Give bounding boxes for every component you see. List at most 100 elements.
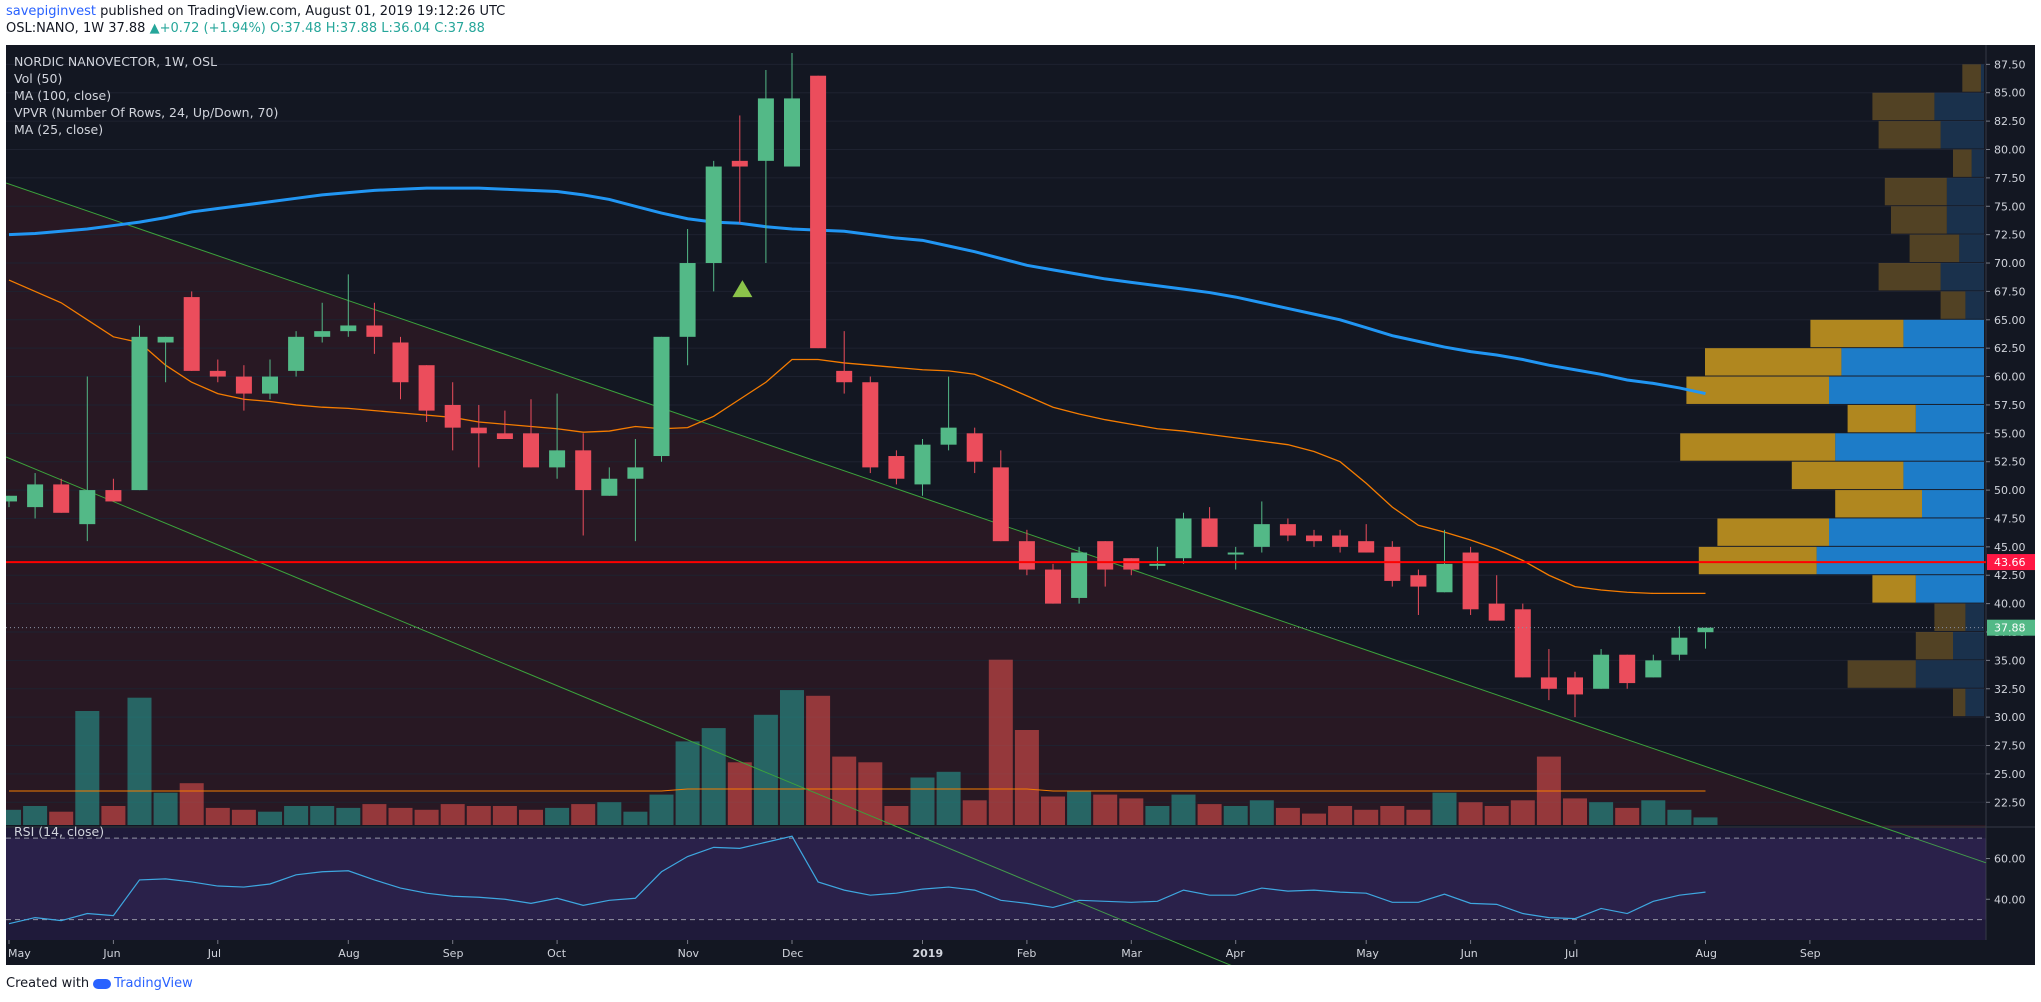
volume-bar <box>205 807 230 825</box>
candle-body <box>157 336 174 343</box>
time-tick-label: Jul <box>1564 947 1578 960</box>
footer: Created with TradingView <box>6 976 193 991</box>
volume-bar <box>936 771 961 825</box>
vpvr-up-bar <box>1915 632 1953 660</box>
candle-body <box>1671 637 1688 655</box>
candle-body <box>731 160 748 167</box>
vpvr-up-bar <box>1953 149 1972 177</box>
volume-bar <box>414 809 439 825</box>
volume-bar <box>258 811 282 825</box>
candle-body <box>366 325 383 337</box>
volume-bar <box>1197 804 1222 825</box>
candle-body <box>1697 627 1714 633</box>
legend-ma100[interactable]: MA (100, close) <box>14 88 112 103</box>
candle-body <box>27 484 44 508</box>
rsi-pane-bg <box>6 828 1986 940</box>
vpvr-up-bar <box>1847 404 1916 433</box>
time-tick-label: Sep <box>1800 947 1821 960</box>
volume-bar <box>753 714 778 825</box>
volume-bar <box>1302 813 1326 825</box>
candle-body <box>1514 609 1531 678</box>
up-arrow-icon: ▲ <box>149 21 160 36</box>
vpvr-down-bar <box>1829 518 1984 546</box>
vpvr-down-bar <box>1980 64 1984 92</box>
candle-body <box>1201 518 1218 547</box>
candle-body <box>1045 569 1061 604</box>
time-tick-label: Oct <box>547 947 567 960</box>
candle-body <box>444 404 461 428</box>
volume-bar <box>1380 806 1405 825</box>
time-tick-label: Jun <box>102 947 120 960</box>
tradingview-logo[interactable]: TradingView <box>93 976 193 991</box>
candle-body <box>601 478 618 496</box>
volume-bar <box>858 762 883 825</box>
price-tick-label: 40.00 <box>1994 598 2026 611</box>
legend-rsi[interactable]: RSI (14, close) <box>14 824 105 839</box>
chart-svg[interactable]: 87.50 85.00 82.50 80.00 77.50 75.00 72.50 70.00… <box>6 45 2035 965</box>
volume-bar <box>179 783 204 825</box>
volume-bar <box>571 804 596 825</box>
time-tick-label: May <box>8 947 31 960</box>
vpvr-down-bar <box>1965 688 1984 717</box>
volume-bar <box>910 777 935 825</box>
candle-body <box>1593 654 1610 689</box>
volume-bar <box>388 807 413 825</box>
volume-bar <box>1328 806 1353 825</box>
candle-body <box>392 342 409 383</box>
candle-body <box>575 450 592 491</box>
price-tick-label: 47.50 <box>1994 512 2026 525</box>
chart-pane[interactable]: 87.50 85.00 82.50 80.00 77.50 75.00 72.50 70.00… <box>6 45 2035 965</box>
candle-body <box>6 495 17 502</box>
candle-body <box>757 98 774 161</box>
legend-vpvr[interactable]: VPVR (Number Of Rows, 24, Up/Down, 70) <box>14 105 279 120</box>
volume-bar <box>101 806 126 825</box>
candle-body <box>679 263 696 337</box>
price-tick-label: 30.00 <box>1994 711 2026 724</box>
vpvr-up-bar <box>1872 575 1916 603</box>
candle-body <box>1645 660 1662 678</box>
candle-body <box>1097 541 1114 570</box>
price-tick-label: 32.50 <box>1994 683 2026 696</box>
rsi-tick-label: 60.00 <box>1994 853 2026 866</box>
candle-body <box>1175 518 1192 559</box>
volume-bar <box>1510 800 1535 825</box>
volume-bar <box>1249 800 1274 825</box>
volume-bar <box>675 741 700 825</box>
vpvr-down-bar <box>1922 490 1984 518</box>
candle-body <box>1358 541 1375 553</box>
volume-bar <box>1119 798 1144 825</box>
volume-bar <box>1589 802 1614 825</box>
vpvr-up-bar <box>1810 319 1904 348</box>
candle-body <box>1540 677 1557 689</box>
publisher-name[interactable]: savepiginvest <box>6 4 96 19</box>
volume-bar <box>1171 794 1196 825</box>
volume-bar <box>492 806 517 825</box>
candle-body <box>496 433 513 439</box>
volume-bar <box>1067 790 1092 825</box>
volume-bar <box>23 806 48 825</box>
level-price-label: 43.66 <box>1994 556 2026 569</box>
price-tick-label: 42.50 <box>1994 569 2026 582</box>
symbol-label: OSL:NANO, 1W <box>6 21 105 36</box>
vpvr-up-bar <box>1791 461 1904 490</box>
vpvr-down-bar <box>1940 121 1984 149</box>
vpvr-down-bar <box>1965 603 1984 631</box>
last-price-badge <box>1987 619 2035 636</box>
legend-vol[interactable]: Vol (50) <box>14 71 63 86</box>
vpvr-up-bar <box>1872 92 1935 121</box>
price-tick-label: 65.00 <box>1994 314 2026 327</box>
price-tick-label: 22.50 <box>1994 796 2026 809</box>
volume-bar <box>153 792 178 825</box>
price-tick-label: 25.00 <box>1994 768 2026 781</box>
legend-ma25[interactable]: MA (25, close) <box>14 122 104 137</box>
candle-body <box>1567 677 1583 695</box>
time-tick-label: Aug <box>1696 947 1717 960</box>
volume-bar <box>1275 807 1300 825</box>
vpvr-down-bar <box>1971 149 1984 177</box>
ohlc-header: OSL:NANO, 1W 37.88 ▲+0.72 (+1.94%) O:37.… <box>6 21 485 36</box>
candle-body <box>183 297 200 371</box>
candle-body <box>314 331 331 337</box>
vpvr-up-bar <box>1962 64 1981 92</box>
candle-body <box>992 467 1009 542</box>
volume-bar <box>545 807 570 825</box>
